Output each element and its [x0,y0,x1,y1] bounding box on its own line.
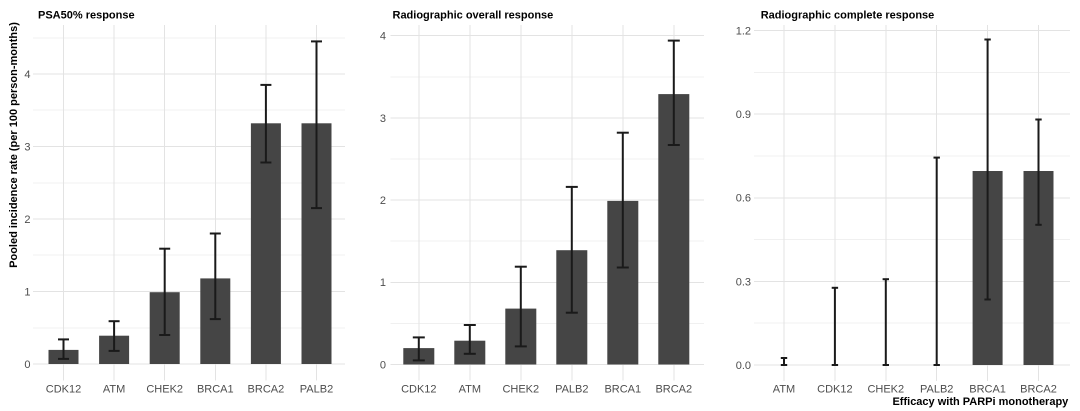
svg-text:BRCA2: BRCA2 [1020,384,1057,396]
svg-text:Radiographic overall response: Radiographic overall response [393,9,554,21]
svg-text:2: 2 [24,214,30,226]
svg-text:PSA50% response: PSA50% response [38,9,135,21]
svg-text:0.0: 0.0 [736,360,751,372]
svg-text:Efficacy with PARPi monotherap: Efficacy with PARPi monotherapy [892,396,1069,408]
svg-text:ATM: ATM [773,384,795,396]
svg-text:CHEK2: CHEK2 [502,384,539,396]
svg-text:BRCA1: BRCA1 [969,384,1006,396]
svg-text:PALB2: PALB2 [555,384,588,396]
svg-text:1: 1 [380,277,386,289]
svg-text:0: 0 [380,359,386,371]
svg-text:0.3: 0.3 [736,276,751,288]
svg-text:3: 3 [24,141,30,153]
svg-text:4: 4 [24,69,30,81]
svg-text:1.2: 1.2 [736,26,751,38]
svg-text:BRCA2: BRCA2 [655,384,692,396]
svg-text:2: 2 [380,195,386,207]
svg-text:0.9: 0.9 [736,109,751,121]
svg-text:4: 4 [380,31,386,43]
svg-text:CDK12: CDK12 [46,384,81,396]
svg-text:Radiographic complete response: Radiographic complete response [761,9,935,21]
svg-text:0.6: 0.6 [736,193,751,205]
svg-text:PALB2: PALB2 [300,384,333,396]
svg-text:CHEK2: CHEK2 [867,384,904,396]
svg-text:BRCA1: BRCA1 [197,384,234,396]
svg-text:1: 1 [24,286,30,298]
svg-text:CDK12: CDK12 [401,384,436,396]
svg-text:ATM: ATM [459,384,481,396]
svg-text:3: 3 [380,113,386,125]
svg-text:BRCA1: BRCA1 [604,384,641,396]
svg-text:CHEK2: CHEK2 [146,384,183,396]
svg-text:Pooled incidence rate (per 100: Pooled incidence rate (per 100 person-mo… [8,22,20,268]
svg-text:ATM: ATM [103,384,125,396]
svg-text:PALB2: PALB2 [920,384,953,396]
svg-text:BRCA2: BRCA2 [248,384,285,396]
svg-text:0: 0 [24,359,30,371]
svg-text:CDK12: CDK12 [817,384,852,396]
